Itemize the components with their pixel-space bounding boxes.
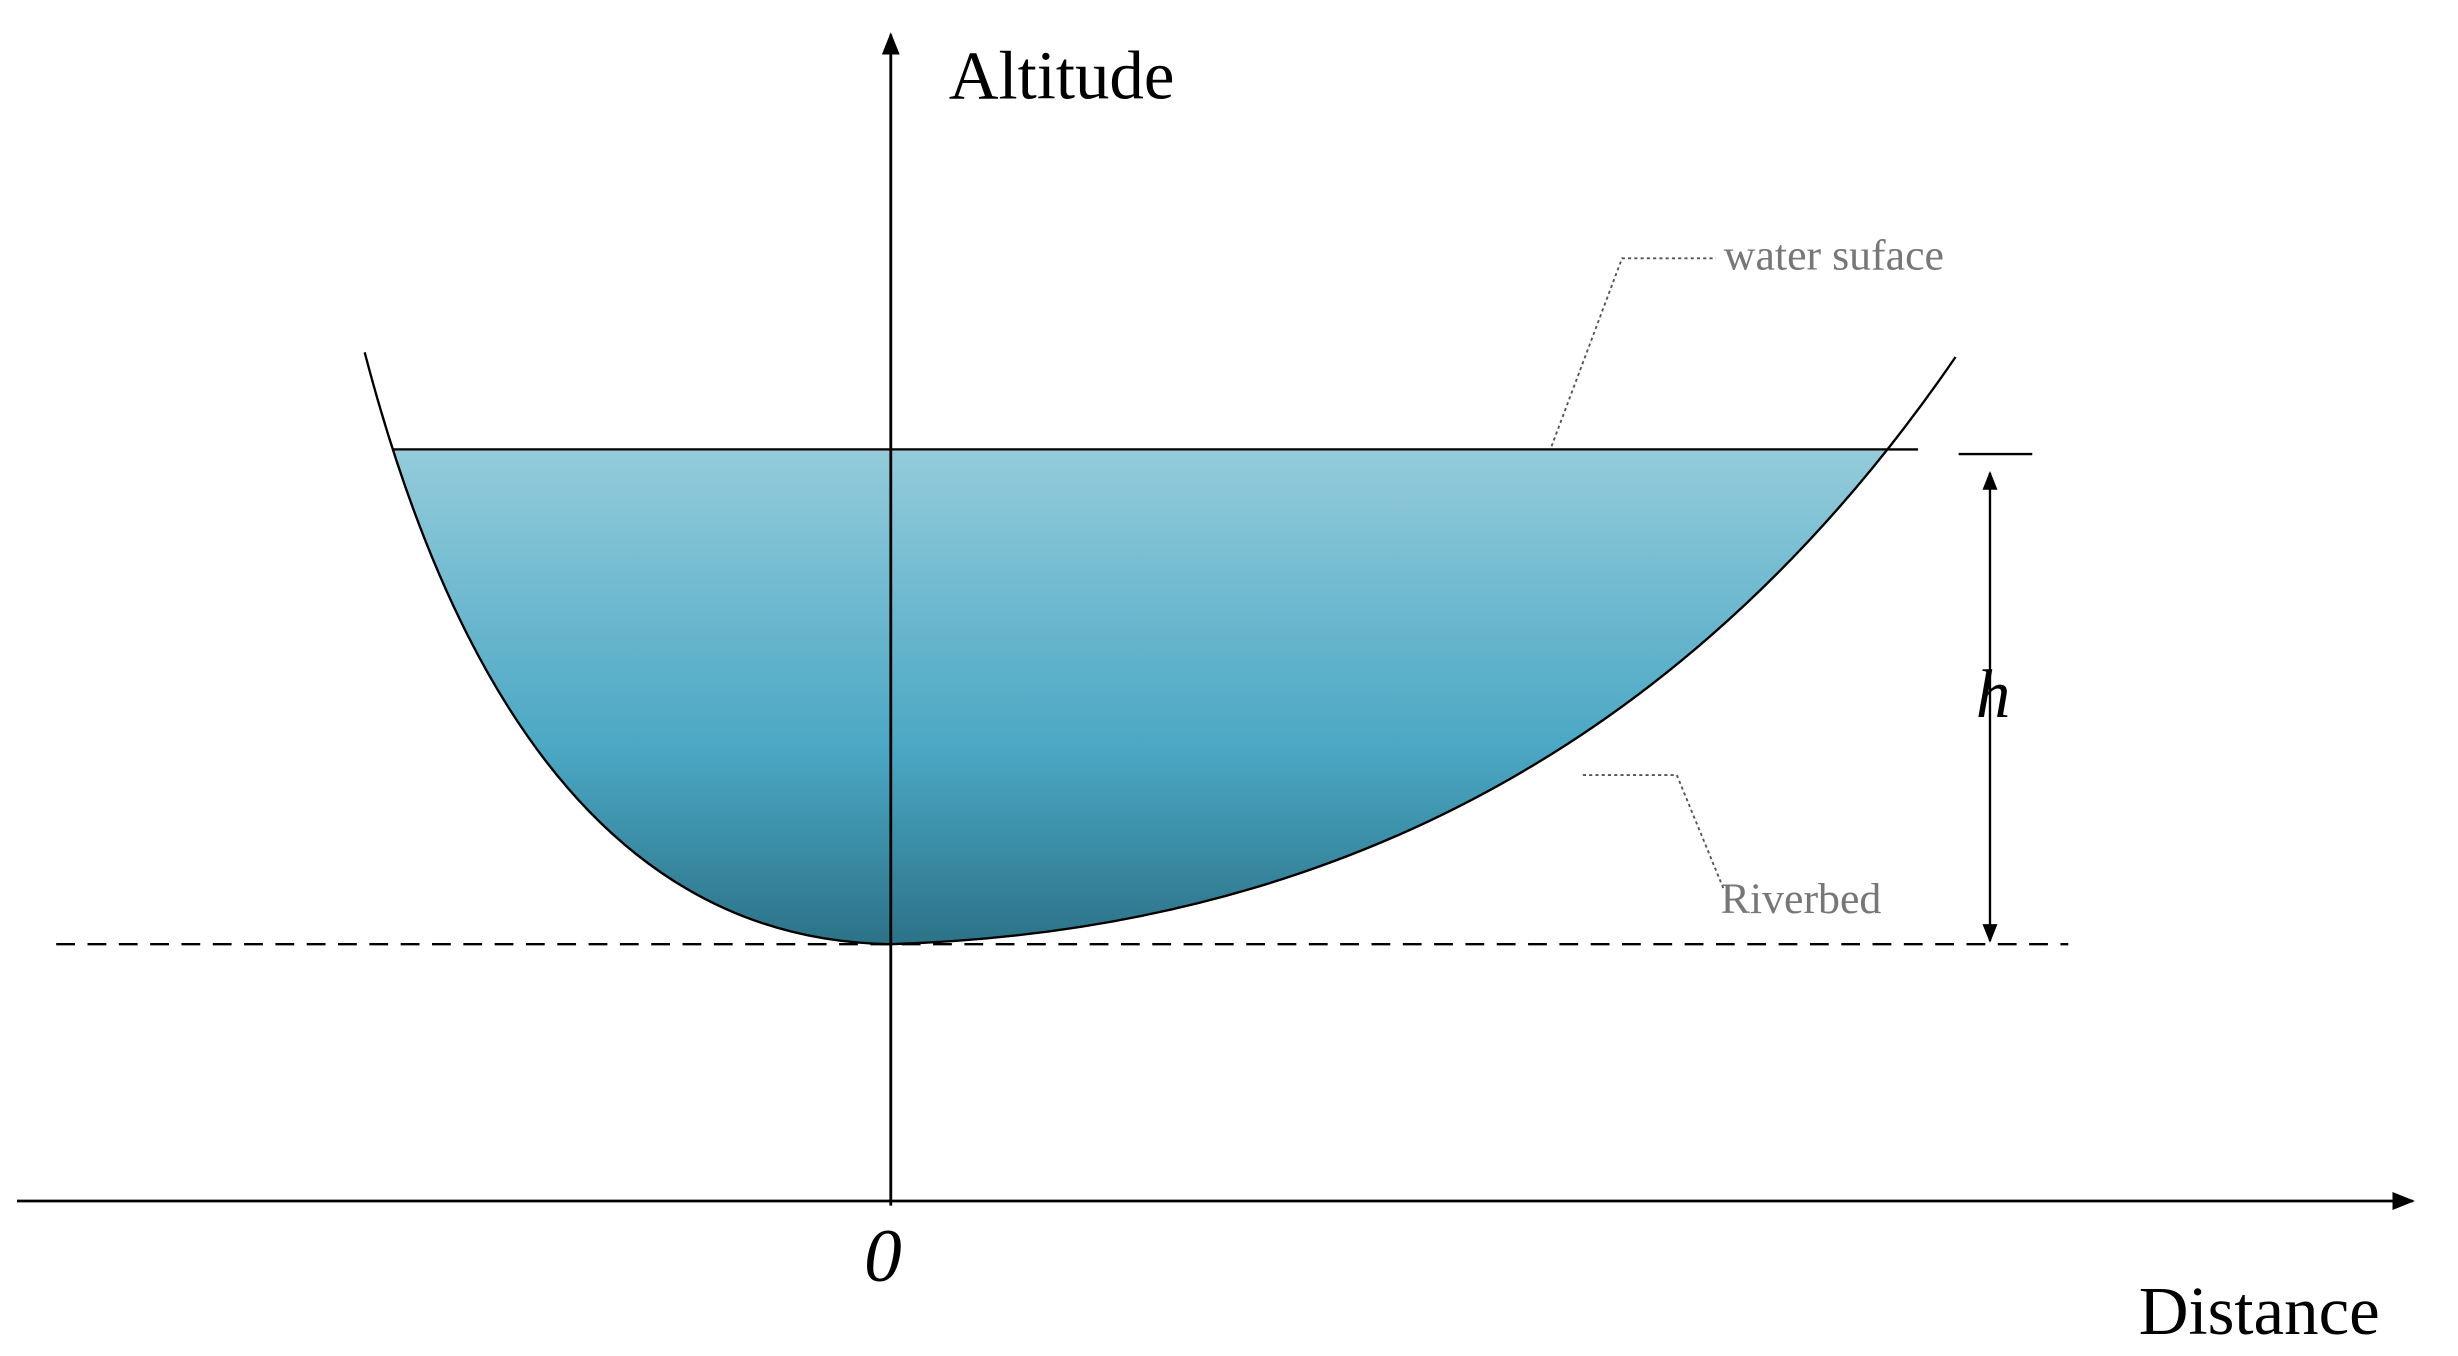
x-axis-label: Distance (2139, 1273, 2380, 1349)
leader (1550, 257, 1716, 447)
water (364, 450, 1956, 945)
annotation: Riverbed (1721, 875, 1882, 923)
leader (1582, 774, 1725, 890)
height-label: h (1976, 656, 2010, 732)
y-axis-label: Altitude (949, 38, 1175, 114)
origin-label: 0 (864, 1215, 902, 1298)
riverbed-curve (363, 352, 1957, 946)
annotation: water suface (1724, 231, 1944, 279)
